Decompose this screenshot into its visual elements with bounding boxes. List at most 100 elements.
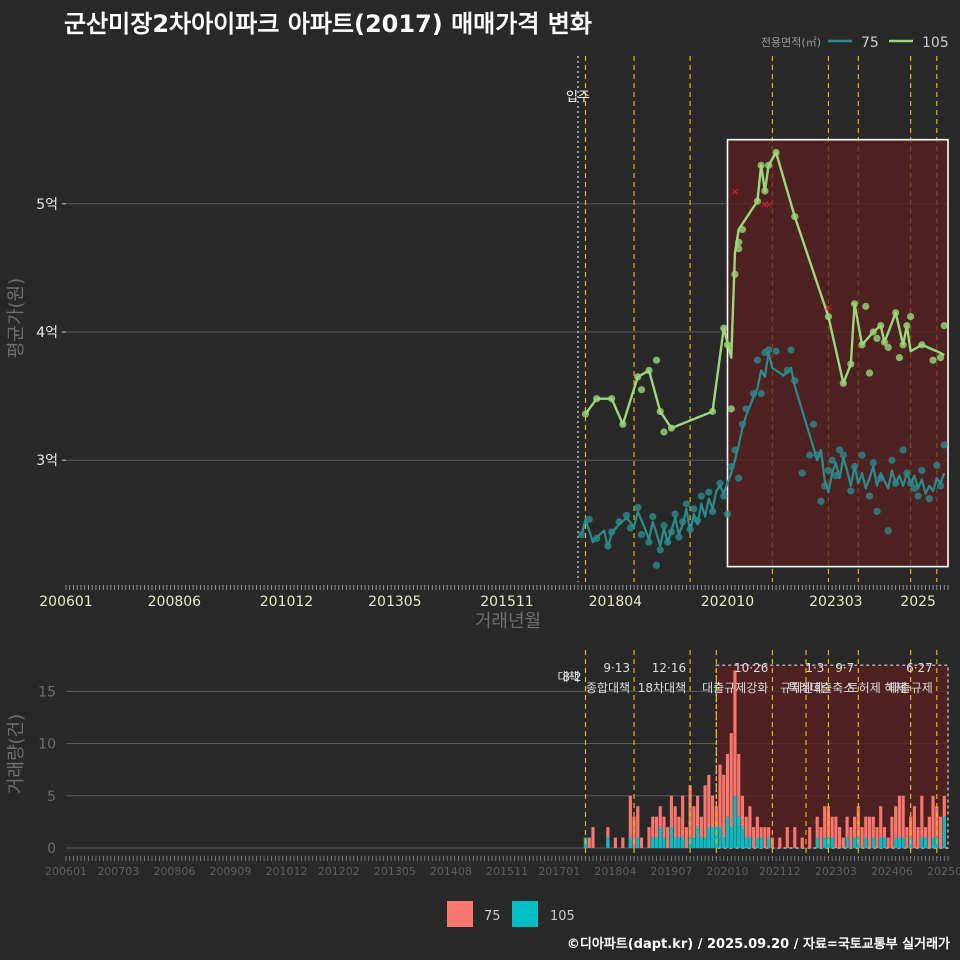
data-point-75: [907, 479, 915, 487]
data-point-75: [847, 487, 855, 495]
data-point-75: [604, 542, 612, 550]
data-point-105: [761, 187, 769, 195]
data-point-75: [645, 538, 653, 546]
bar-105: [714, 827, 718, 848]
bar-75: [613, 837, 617, 848]
data-point-105: [907, 313, 915, 321]
data-point-75: [824, 466, 833, 475]
bar-105: [707, 827, 711, 848]
bar-105: [864, 837, 868, 848]
data-point-75: [892, 479, 900, 487]
bar-105: [748, 837, 752, 848]
data-point-75: [660, 521, 668, 530]
data-point-105: [608, 395, 616, 403]
policy-date: 10·26: [734, 661, 768, 675]
data-point-75: [865, 492, 874, 500]
bar-75: [856, 806, 860, 848]
data-point-75: [671, 510, 679, 518]
data-point-105: [645, 366, 653, 375]
data-point-105: [735, 238, 743, 246]
data-point-105: [929, 356, 937, 364]
bar-75: [778, 837, 782, 848]
data-point-105: [895, 354, 904, 362]
top-chart-y-axis: 3억 4억 5억: [36, 197, 66, 469]
bar-105: [759, 837, 763, 848]
bar-75: [587, 837, 591, 848]
data-point-105: [869, 328, 877, 336]
bar-105: [894, 837, 898, 848]
x-tick-label: 202406: [871, 865, 913, 878]
bar-75: [647, 827, 651, 848]
bar-75: [849, 827, 853, 848]
bar-75: [696, 795, 700, 848]
top-chart-x-label: 거래년월: [475, 611, 541, 632]
data-point-75: [634, 504, 642, 512]
bar-105: [703, 837, 707, 848]
data-point-105: [738, 225, 747, 234]
bar-75: [628, 795, 632, 848]
x-tick-label: 201907: [650, 865, 692, 878]
data-point-75: [933, 461, 941, 469]
data-point-75: [772, 347, 780, 355]
data-point-75: [652, 561, 661, 569]
data-point-105: [731, 270, 739, 278]
x-tick-label: 201511: [486, 865, 528, 878]
legend-label-75: 75: [484, 909, 501, 924]
bar-75: [744, 816, 748, 848]
data-point-75: [757, 389, 765, 398]
y-tick-label: 0: [47, 841, 56, 857]
data-point-75: [850, 463, 859, 471]
data-point-105: [877, 321, 885, 330]
x-tick-label: 200601: [39, 594, 92, 610]
bar-105: [744, 837, 748, 848]
bar-105: [725, 816, 730, 848]
footer-credit: ©디아파트(dapt.kr) / 2025.09.20 / 자료=국토교통부 실…: [566, 937, 950, 952]
data-point-105: [660, 428, 668, 436]
y-tick-label: 10: [38, 737, 56, 753]
data-point-105: [847, 360, 855, 368]
policy-date: 9·13: [603, 661, 630, 675]
bar-75: [927, 816, 931, 848]
data-point-75: [791, 377, 799, 385]
bar-105: [767, 837, 771, 848]
bar-105: [696, 827, 700, 848]
data-point-75: [750, 389, 758, 398]
legend-label-75: 75: [861, 35, 879, 51]
cancelled-mark: ×: [760, 198, 769, 211]
data-point-105: [656, 407, 664, 416]
data-point-75: [936, 482, 945, 490]
data-point-105: [720, 324, 728, 332]
x-tick-label: 2025: [900, 594, 936, 610]
bar-75: [894, 806, 898, 848]
x-tick-label: 200806: [148, 594, 202, 610]
x-tick-label: 201012: [266, 865, 308, 878]
data-point-75: [899, 446, 907, 454]
legend-swatch-105: [512, 901, 538, 927]
bar-75: [740, 795, 745, 848]
bar-105: [942, 816, 946, 848]
y-tick-label: 5억: [36, 197, 58, 213]
data-point-75: [877, 474, 885, 482]
y-tick-label: 4억: [36, 325, 58, 341]
top-chart-y-label: 평균가(원): [6, 278, 27, 358]
bar-105: [733, 795, 737, 848]
bar-105: [658, 827, 662, 848]
bar-75: [912, 806, 916, 848]
bar-75: [591, 827, 595, 848]
data-point-75: [690, 505, 698, 513]
bar-75: [793, 827, 797, 848]
x-tick-label: 201012: [260, 594, 313, 610]
data-point-75: [723, 510, 732, 518]
bar-75: [654, 816, 659, 848]
bar-75: [763, 827, 767, 848]
bar-105: [901, 837, 905, 848]
data-point-75: [615, 518, 623, 526]
data-point-105: [884, 343, 892, 351]
data-point-75: [626, 524, 634, 532]
x-tick-label: 202509: [927, 865, 960, 878]
bar-75: [845, 816, 849, 848]
bottom-chart-x-axis: 200601 200703 200806 200909 201012 201202 2013…: [45, 856, 960, 878]
bar-75: [879, 806, 883, 848]
bar-75: [651, 816, 655, 848]
data-point-75: [682, 500, 690, 508]
